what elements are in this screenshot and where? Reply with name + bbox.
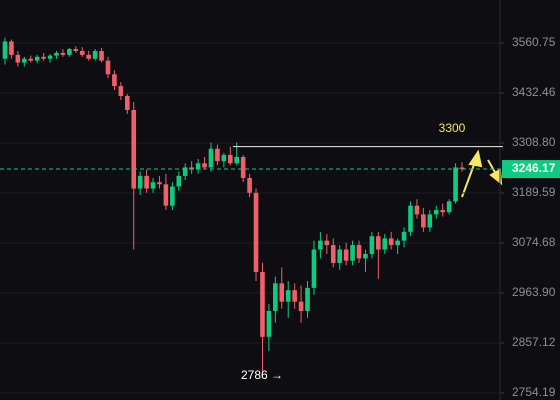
candle-body	[41, 56, 46, 59]
candle-body	[343, 249, 349, 261]
candle-body	[350, 245, 355, 261]
arrow-down	[487, 159, 497, 175]
candle-body	[124, 95, 130, 110]
candle-body	[47, 55, 53, 59]
candle-body	[54, 52, 59, 56]
candle-body	[292, 290, 297, 302]
candle-body	[150, 182, 156, 189]
y-tick-label: 3189.59	[512, 185, 556, 199]
last-price-box	[502, 160, 560, 179]
candle-body	[240, 156, 246, 178]
candle-body	[157, 182, 162, 185]
candle-body	[137, 175, 143, 189]
last-price-label: 3246.17	[512, 161, 556, 175]
candle-body	[260, 271, 265, 337]
candle-body	[401, 231, 407, 241]
candle-body	[337, 249, 343, 263]
candle-body	[73, 49, 79, 51]
candle-body	[195, 163, 201, 170]
candle-body	[182, 167, 188, 176]
candle-body	[131, 109, 137, 189]
candle-body	[112, 74, 117, 87]
y-tick-label: 3560.75	[512, 35, 556, 49]
candle-body	[202, 163, 207, 168]
candle-body	[305, 287, 310, 311]
candle-body	[144, 175, 149, 189]
candle-body	[9, 41, 14, 55]
candle-body	[105, 60, 111, 75]
candle-body	[2, 41, 8, 59]
y-tick-label: 2857.12	[512, 335, 556, 349]
candle-body	[60, 52, 66, 55]
candle-body	[247, 177, 252, 193]
candle-body	[266, 310, 272, 337]
candle-body	[79, 50, 85, 55]
candle-body	[453, 167, 458, 202]
candle-body	[86, 54, 91, 59]
candle-body	[298, 301, 304, 311]
arrow-up	[461, 161, 476, 198]
candle-body	[388, 238, 394, 246]
candle-body	[67, 49, 72, 55]
candle-body	[459, 167, 465, 170]
y-tick-label: 3308.80	[512, 135, 556, 149]
candle-body	[208, 148, 214, 168]
candle-body	[279, 283, 285, 302]
candle-body	[34, 56, 40, 61]
candle-body	[215, 148, 220, 162]
candle-body	[356, 245, 362, 259]
candle-body	[227, 154, 233, 164]
candle-body	[446, 201, 452, 213]
candle-body	[376, 236, 381, 250]
candle-body	[221, 154, 227, 162]
candle-body	[234, 156, 240, 164]
candle-body	[285, 290, 291, 302]
candle-body	[433, 210, 439, 215]
candle-body	[99, 50, 104, 61]
candle-body	[363, 253, 368, 259]
candle-body	[92, 50, 98, 59]
y-tick-label: 2754.19	[512, 385, 556, 399]
candle-body	[273, 283, 278, 311]
candle-body	[189, 167, 194, 170]
candle-body	[440, 210, 445, 213]
candle-body	[163, 184, 169, 206]
candle-body	[330, 245, 336, 263]
arrow-head	[468, 149, 483, 168]
candle-body	[176, 175, 182, 187]
y-tick-label: 2963.90	[512, 285, 556, 299]
candle-body	[15, 54, 21, 63]
candle-body	[382, 238, 388, 250]
candle-body	[408, 205, 413, 232]
candle-body	[324, 240, 330, 246]
candle-body	[318, 240, 323, 250]
candle-body	[22, 58, 27, 63]
candle-body	[170, 186, 175, 206]
candle-body	[311, 249, 317, 288]
resistance-label: 3300	[439, 121, 466, 135]
candle-body	[369, 236, 375, 254]
candle-body	[28, 58, 34, 61]
candle-body	[395, 240, 400, 246]
candle-body	[427, 214, 433, 228]
candle-body	[414, 205, 420, 215]
candle-body	[118, 86, 124, 96]
low-label: 2786 →	[241, 368, 283, 382]
candle-body	[253, 192, 259, 272]
y-tick-label: 3074.68	[512, 235, 556, 249]
y-tick-label: 3432.46	[512, 85, 556, 99]
candle-body	[421, 214, 426, 228]
